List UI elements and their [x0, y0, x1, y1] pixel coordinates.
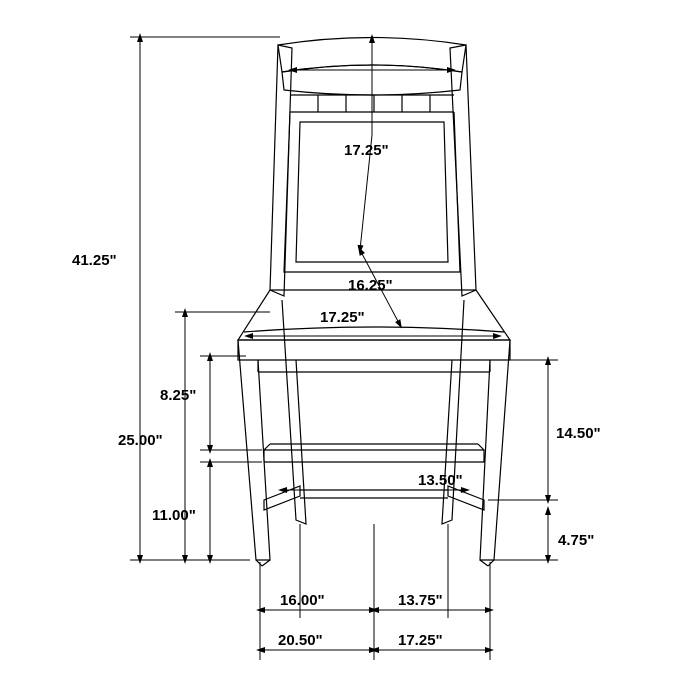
dim-total-height: 41.25" [72, 37, 280, 560]
dim-right-width: 13.75" [374, 592, 490, 610]
label-seat-to-rail: 8.25" [160, 387, 196, 404]
label-footrest-to-floor: 14.50" [556, 425, 601, 442]
label-left-depth: 16.00" [280, 592, 325, 609]
label-right-width: 13.75" [398, 592, 443, 609]
chair-dimension-diagram: 41.25" 25.00" 8.25" 11.00" 17.25" 16.25"… [0, 0, 700, 700]
label-seat-height: 25.00" [118, 432, 163, 449]
label-back-width: 17.25" [344, 142, 389, 159]
label-side-rail-to-floor: 4.75" [558, 532, 594, 549]
dim-rail-to-floor: 11.00" [152, 462, 262, 560]
label-seat-front-width: 17.25" [320, 309, 365, 326]
dim-leg-spacing: 13.50" [282, 472, 466, 490]
dim-seat-front-width: 17.25" [248, 309, 498, 336]
dim-left-depth: 16.00" [260, 592, 374, 610]
dim-side-rail-to-floor: 4.75" [492, 510, 594, 560]
dim-left-total-depth: 20.50" [260, 632, 374, 650]
dim-footrest-to-floor: 14.50" [488, 360, 601, 500]
chair-drawing [238, 38, 510, 567]
label-right-total-width: 17.25" [398, 632, 443, 649]
label-total-height: 41.25" [72, 252, 117, 269]
dim-seat-to-rail: 8.25" [160, 356, 262, 450]
label-leg-spacing: 13.50" [418, 472, 463, 489]
label-seat-depth: 16.25" [348, 277, 393, 294]
dim-right-total-width: 17.25" [374, 632, 490, 650]
label-rail-to-floor: 11.00" [152, 507, 196, 524]
label-left-total-depth: 20.50" [278, 632, 323, 649]
